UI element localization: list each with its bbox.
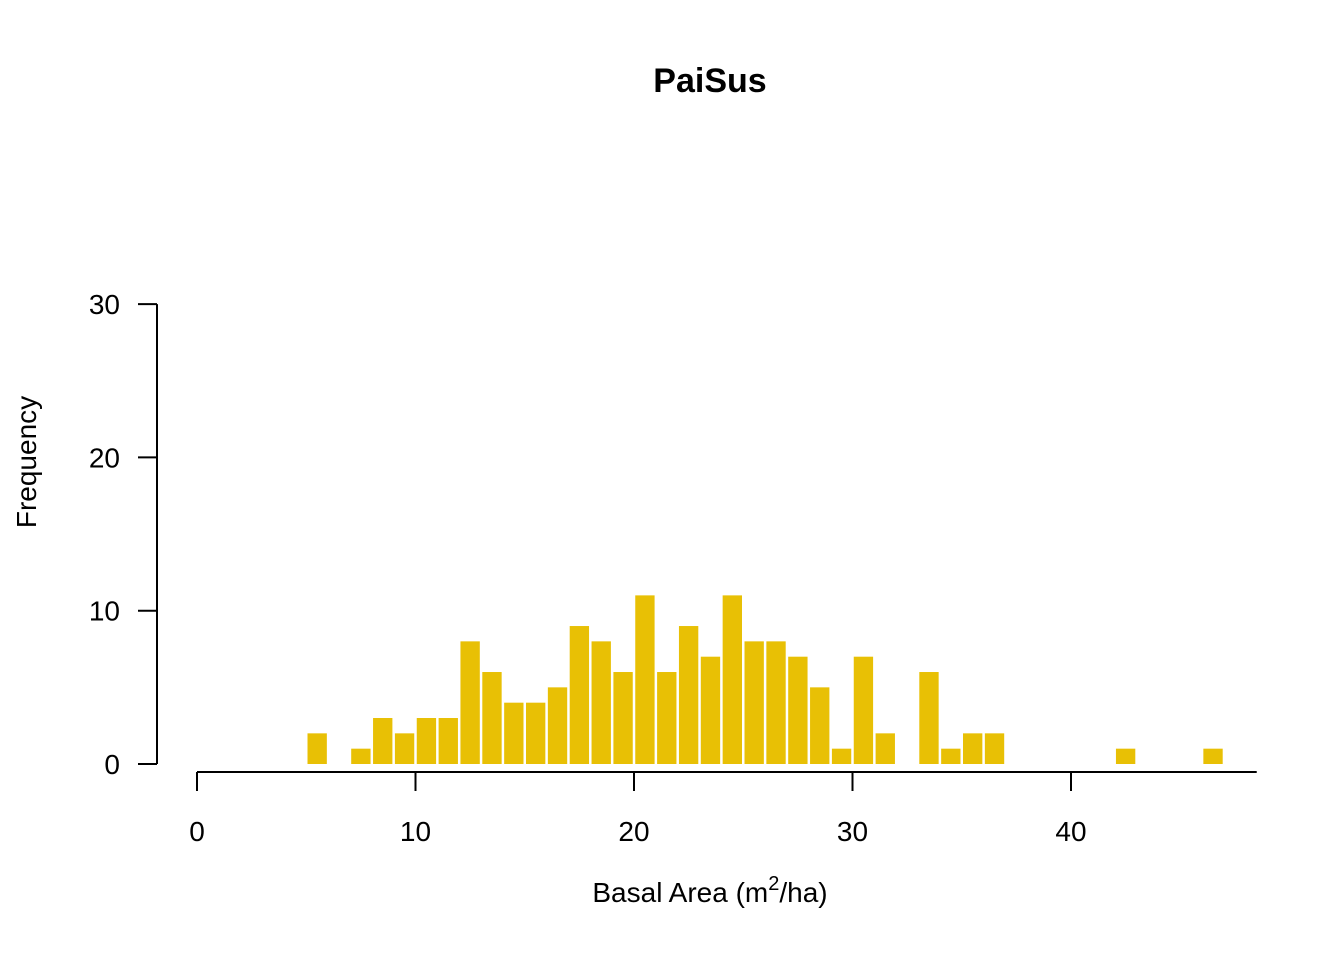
x-axis-title-superscript: 2 <box>768 873 779 895</box>
histogram-bar <box>678 626 699 764</box>
x-tick-label: 10 <box>400 816 431 847</box>
histogram-bar <box>307 733 327 764</box>
y-axis: 0 10 20 30 <box>89 289 158 780</box>
histogram-bar <box>351 748 371 764</box>
histogram-bar <box>963 733 983 764</box>
y-tick-label: 20 <box>89 442 120 473</box>
chart-title: PaiSus <box>653 62 766 100</box>
histogram-bar <box>482 672 502 764</box>
x-axis-title-unit: /ha) <box>779 877 827 908</box>
x-tick-label: 30 <box>837 816 868 847</box>
histogram-bar <box>504 702 524 764</box>
histogram-bar <box>373 718 393 764</box>
bars-group <box>307 595 1223 764</box>
histogram-bar <box>984 733 1005 764</box>
y-tick-label: 0 <box>104 749 120 780</box>
histogram-bar <box>394 733 415 764</box>
histogram-bar <box>810 687 830 764</box>
histogram-bar <box>788 656 808 764</box>
histogram-bar <box>766 641 786 764</box>
y-tick-label: 10 <box>89 596 120 627</box>
histogram-bar <box>460 641 480 764</box>
histogram-bar <box>875 733 895 764</box>
histogram-bar <box>613 672 633 764</box>
x-axis: 0 10 20 30 40 <box>189 771 1257 847</box>
histogram-bar <box>919 672 939 764</box>
y-tick-label: 30 <box>89 289 120 320</box>
histogram-bar <box>941 748 961 764</box>
histogram-bar <box>635 595 655 764</box>
x-tick-label: 20 <box>618 816 649 847</box>
histogram-bar <box>569 626 590 764</box>
x-tick-label: 40 <box>1055 816 1086 847</box>
x-axis-title: Basal Area (m2/ha) <box>592 873 827 908</box>
histogram-bar <box>657 672 677 764</box>
histogram-bar <box>591 641 611 764</box>
histogram-bar <box>1203 748 1223 764</box>
histogram-bar <box>853 656 874 764</box>
histogram-bar <box>526 702 546 764</box>
histogram-bar <box>744 641 764 764</box>
x-axis-title-main: Basal Area (m <box>592 877 768 908</box>
histogram-bar <box>438 718 458 764</box>
histogram-bar <box>722 595 742 764</box>
histogram-bar <box>416 718 437 764</box>
histogram-bar <box>1115 748 1136 764</box>
x-tick-label: 0 <box>189 816 205 847</box>
y-axis-title: Frequency <box>11 396 42 528</box>
histogram-bar <box>547 687 568 764</box>
histogram-bar <box>831 748 852 764</box>
histogram-bar <box>700 656 721 764</box>
